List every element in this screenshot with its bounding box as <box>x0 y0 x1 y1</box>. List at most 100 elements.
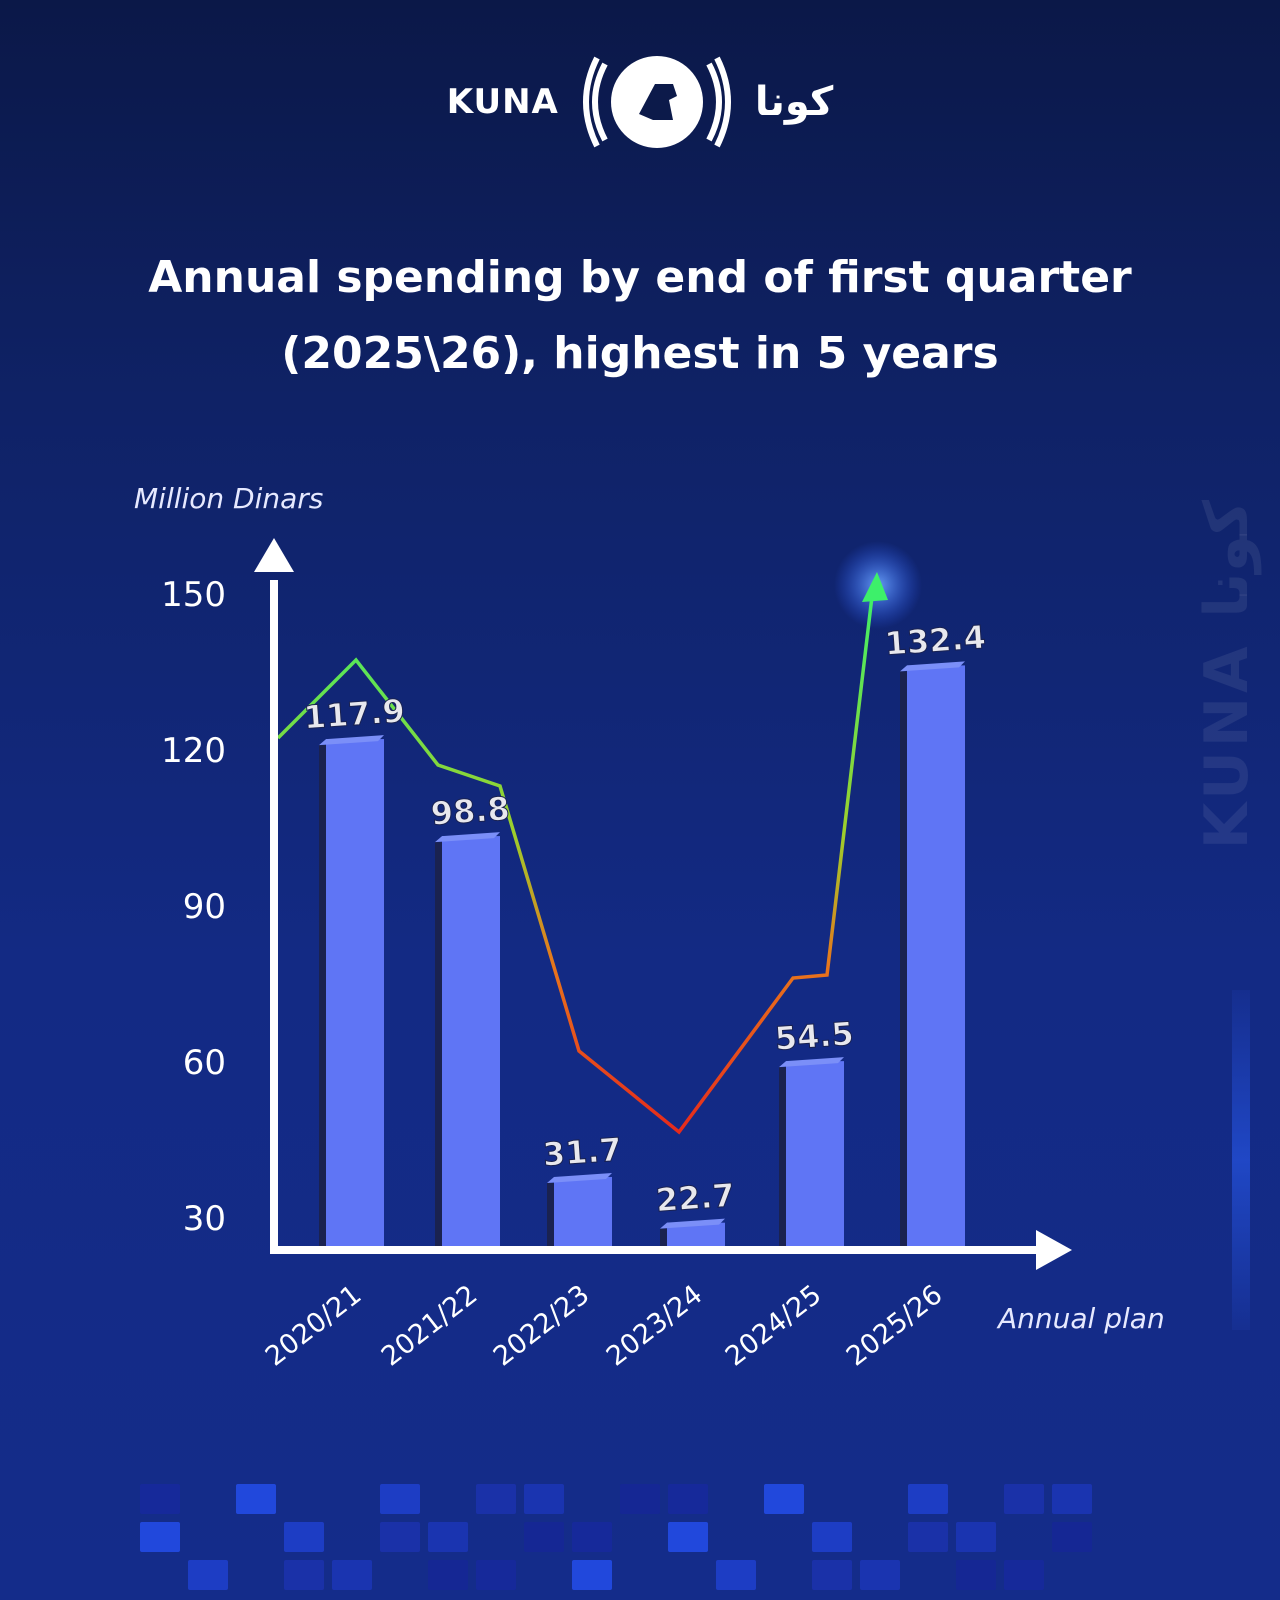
decor-square <box>380 1560 420 1590</box>
decor-square <box>140 1522 180 1552</box>
decor-square <box>428 1522 468 1552</box>
bar-side <box>779 1067 787 1250</box>
decor-square <box>188 1484 228 1514</box>
decor-square <box>956 1560 996 1590</box>
decor-square <box>812 1522 852 1552</box>
x-tick-label: 2020/21 <box>260 1279 367 1372</box>
decor-square <box>812 1484 852 1514</box>
decor-square <box>572 1484 612 1514</box>
decor-square <box>764 1484 804 1514</box>
x-tick-label: 2022/23 <box>488 1279 595 1372</box>
decor-square <box>1004 1560 1044 1590</box>
decor-square <box>764 1560 804 1590</box>
logo-latin: KUNA <box>446 82 559 122</box>
data-label: 117.9 <box>302 692 406 737</box>
x-tick-label: 2023/24 <box>601 1279 708 1372</box>
bar-top <box>660 1218 725 1229</box>
decor-square <box>476 1560 516 1590</box>
x-tick-label: 2024/25 <box>720 1279 827 1372</box>
title-line-2: (2025\26), highest in 5 years <box>281 328 999 379</box>
decor-square <box>188 1522 228 1552</box>
x-axis-label: Annual plan <box>998 1302 1165 1335</box>
decor-square <box>524 1560 564 1590</box>
y-tick-label: 30 <box>183 1199 226 1239</box>
y-tick-label: 120 <box>161 731 226 771</box>
decorative-squares <box>140 1484 1092 1590</box>
decor-square <box>860 1484 900 1514</box>
decor-square <box>428 1560 468 1590</box>
y-tick-label: 60 <box>183 1043 226 1083</box>
decor-square <box>620 1522 660 1552</box>
data-label: 54.5 <box>774 1014 855 1057</box>
data-label: 98.8 <box>430 789 511 832</box>
decor-square <box>1052 1560 1092 1590</box>
bar <box>907 665 965 1250</box>
decor-square <box>572 1522 612 1552</box>
title-line-1: Annual spending by end of first quarter <box>148 252 1132 303</box>
bar <box>326 739 384 1250</box>
bar <box>554 1176 612 1250</box>
decor-square <box>764 1522 804 1552</box>
bar-side <box>660 1228 668 1250</box>
decor-square <box>860 1560 900 1590</box>
decor-square <box>140 1484 180 1514</box>
decor-square <box>188 1560 228 1590</box>
decor-square <box>332 1560 372 1590</box>
bar-top <box>779 1057 844 1068</box>
trend-arrow-icon <box>862 572 888 602</box>
decor-square <box>1052 1522 1092 1552</box>
decor-square <box>620 1560 660 1590</box>
decor-square <box>956 1484 996 1514</box>
decor-square <box>812 1560 852 1590</box>
bar-top <box>547 1172 612 1183</box>
decor-square <box>1052 1484 1092 1514</box>
y-tick-label: 90 <box>183 887 226 927</box>
kuna-emblem-icon <box>582 56 731 148</box>
page-title: Annual spending by end of first quarter … <box>0 240 1280 392</box>
decor-square <box>332 1522 372 1552</box>
x-tick-label: 2025/26 <box>841 1279 948 1372</box>
bar-side <box>319 745 327 1250</box>
x-axis-arrow <box>1036 1230 1072 1270</box>
data-label: 132.4 <box>883 618 987 663</box>
bar-side <box>547 1182 555 1250</box>
bar-top <box>319 735 384 746</box>
decor-square <box>620 1484 660 1514</box>
decor-square <box>140 1560 180 1590</box>
watermark-bar <box>1232 990 1250 1330</box>
decor-square <box>284 1484 324 1514</box>
decor-square <box>716 1522 756 1552</box>
logo-arabic: كونا <box>754 79 834 125</box>
decor-square <box>380 1484 420 1514</box>
bar-top <box>900 661 965 672</box>
bar-side <box>435 842 443 1250</box>
decor-square <box>236 1522 276 1552</box>
decor-square <box>668 1484 708 1514</box>
decor-square <box>428 1484 468 1514</box>
kuna-logo: KUNA كونا <box>0 44 1280 160</box>
decor-square <box>908 1522 948 1552</box>
trend-line <box>276 587 875 1135</box>
x-tick-label: 2021/22 <box>376 1279 483 1372</box>
decor-square <box>524 1484 564 1514</box>
decor-square <box>860 1522 900 1552</box>
bar <box>442 836 500 1250</box>
decor-square <box>572 1560 612 1590</box>
decor-square <box>380 1522 420 1552</box>
decor-square <box>236 1560 276 1590</box>
decor-square <box>476 1522 516 1552</box>
data-label: 22.7 <box>655 1176 736 1219</box>
bar <box>786 1061 844 1250</box>
decor-square <box>284 1560 324 1590</box>
bar-side <box>900 671 908 1250</box>
decor-square <box>476 1484 516 1514</box>
decor-square <box>908 1560 948 1590</box>
decor-square <box>716 1560 756 1590</box>
decor-square <box>956 1522 996 1552</box>
data-label: 31.7 <box>542 1130 623 1173</box>
y-tick-label: 150 <box>161 575 226 615</box>
bar-top <box>435 832 500 843</box>
decor-square <box>1004 1522 1044 1552</box>
decor-square <box>716 1484 756 1514</box>
